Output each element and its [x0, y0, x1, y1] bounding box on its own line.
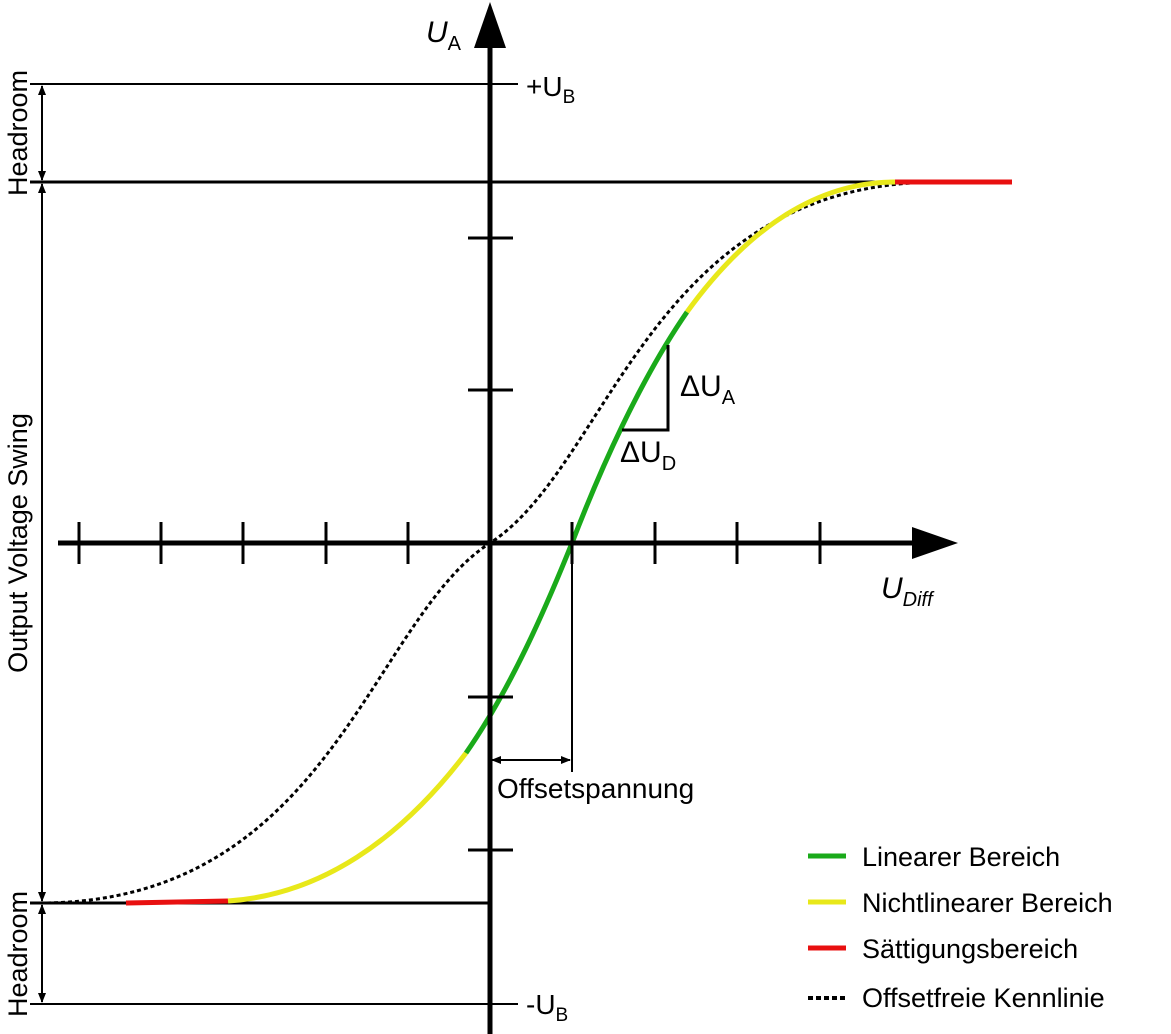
offset-label: Offsetspannung: [497, 773, 694, 804]
output-swing-label: Output Voltage Swing: [3, 413, 33, 673]
y-axis-arrowhead: [474, 2, 506, 48]
neg-supply-label: -UB: [526, 989, 568, 1026]
nonlinear-segment-high: [684, 179, 896, 314]
saturation-segment-low: [125, 898, 229, 906]
legend-label-nonlinear: Nichtlinearer Bereich: [862, 888, 1113, 918]
delta-ud-label: ΔUD: [620, 436, 676, 475]
pos-supply-label: +UB: [526, 71, 575, 108]
x-axis-arrowhead: [912, 527, 958, 559]
headroom-top-label: Headroom: [3, 70, 33, 196]
legend-label-saturation: Sättigungsbereich: [862, 934, 1078, 964]
headroom-bottom-label: Headroom: [3, 891, 33, 1017]
slope-triangle: [622, 345, 670, 432]
delta-ua-label: ΔUA: [680, 370, 736, 409]
legend-label-offsetfree: Offsetfreie Kennlinie: [862, 983, 1105, 1013]
y-axis-label: UA: [426, 16, 462, 55]
nonlinear-segment-low: [227, 751, 468, 904]
y-axis-ticks: [468, 236, 513, 852]
legend: Linearer Bereich Nichtlinearer Bereich S…: [808, 842, 1113, 1013]
legend-label-linear: Linearer Bereich: [862, 842, 1060, 872]
x-axis-ticks: [77, 522, 822, 564]
x-axis-label: UDiff: [881, 572, 935, 611]
